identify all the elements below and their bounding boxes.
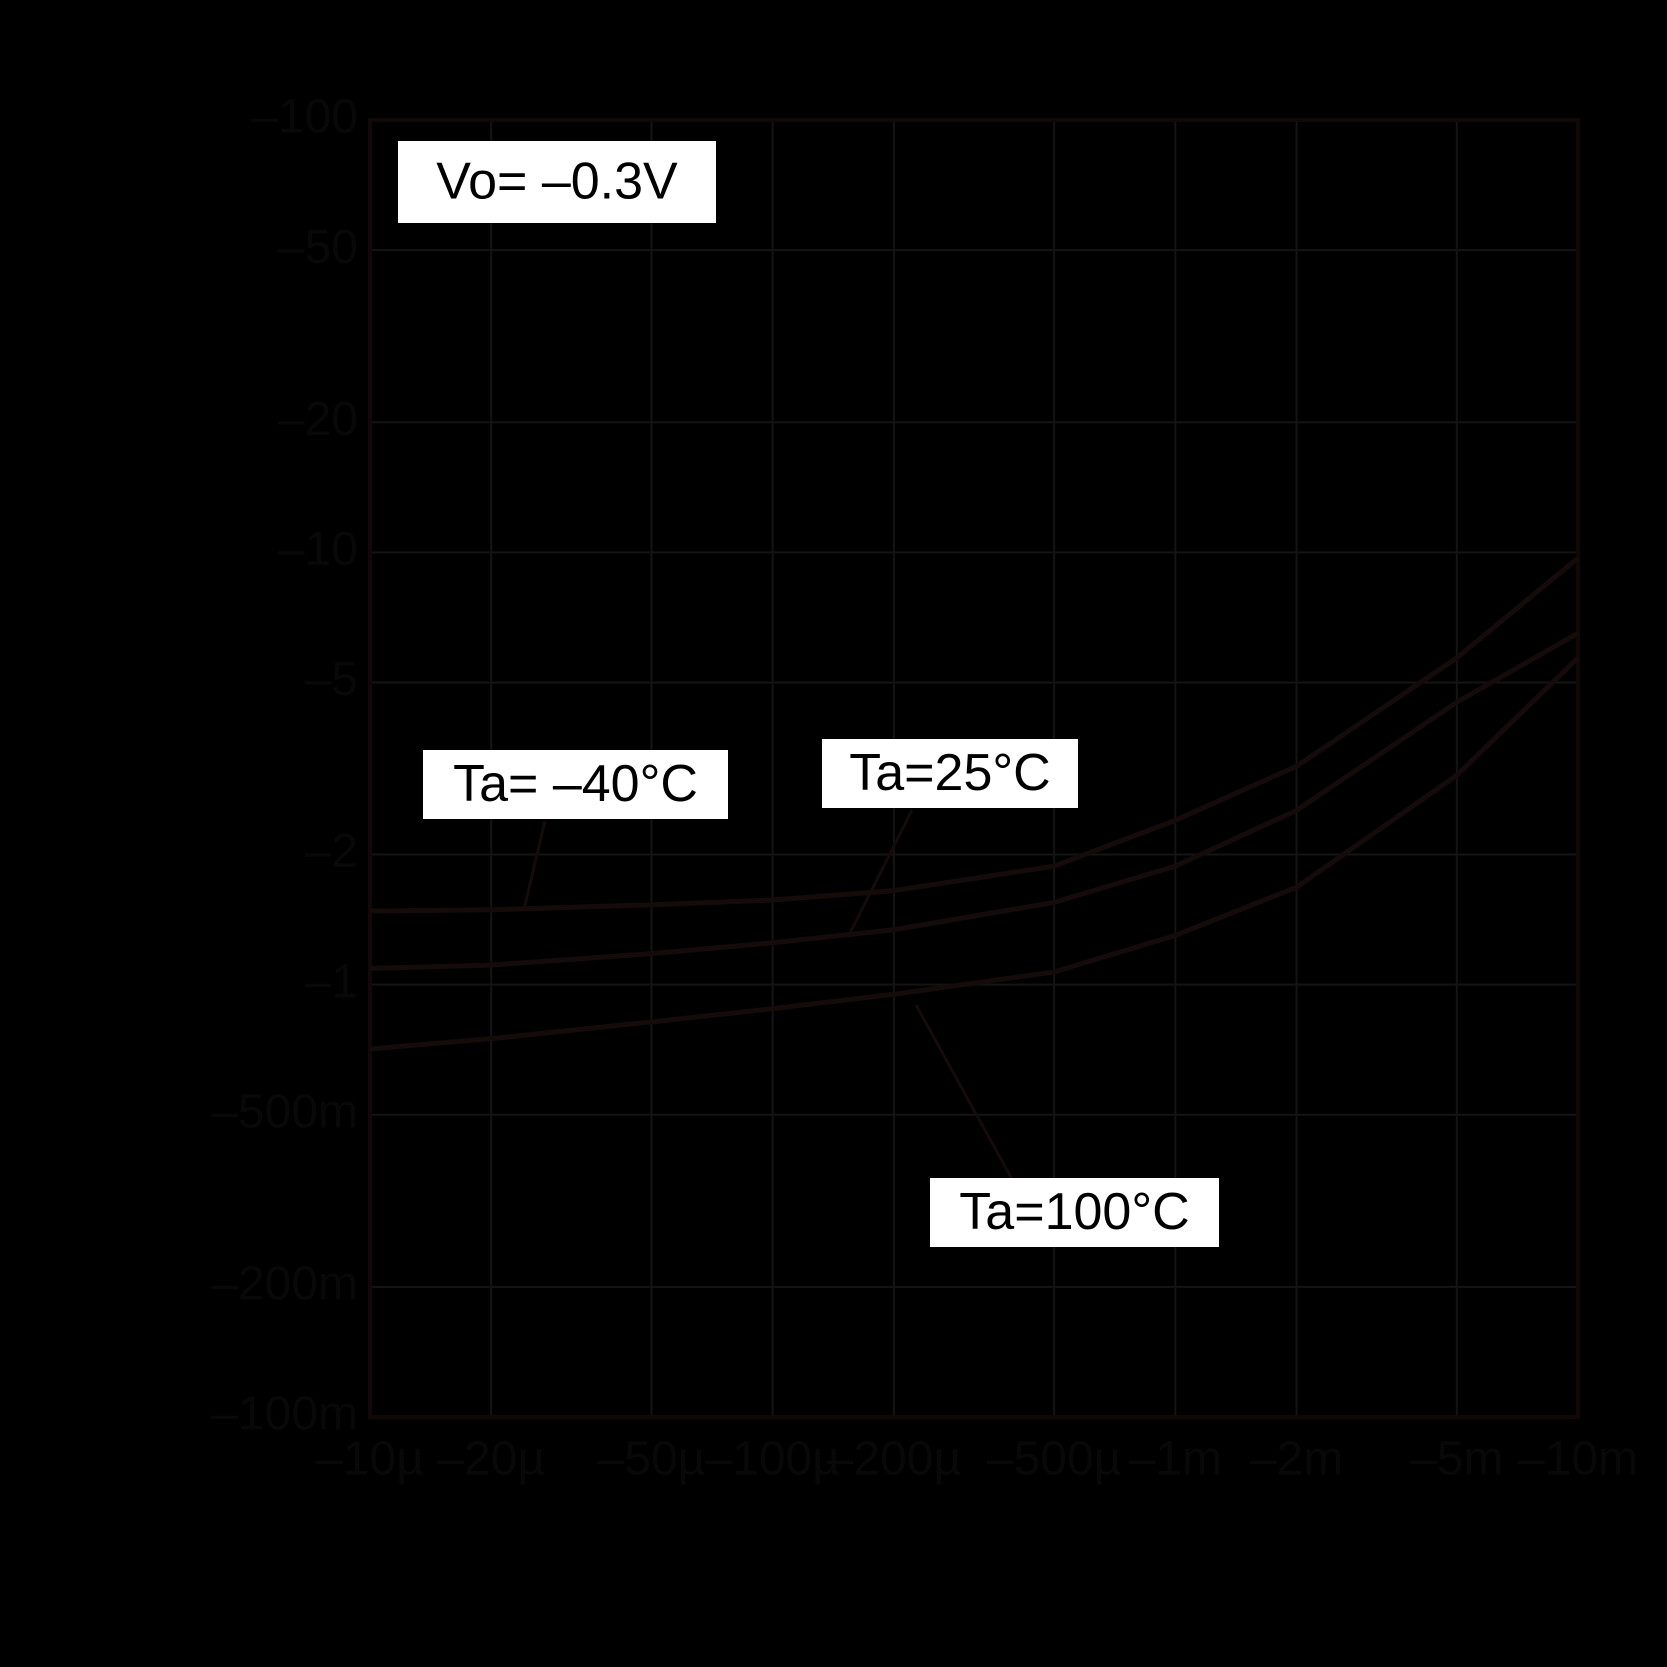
series-line [369,556,1580,914]
series-label-box [822,739,1078,808]
series-label: Ta=100°C [959,1183,1189,1241]
series-label-box [423,750,728,819]
series-line [369,631,1580,971]
y-tick-label: –200m [211,1258,358,1311]
leader-line [522,820,547,910]
x-tick-label: –500µ [987,1433,1121,1486]
x-tick-label: –20µ [437,1433,545,1486]
y-tick-label: –100m [211,1388,358,1441]
series-label-box [930,1178,1219,1247]
y-tick-label: –10 [278,523,358,576]
x-tick-label: –2m [1250,1433,1343,1486]
x-tick-label: –200µ [827,1433,961,1486]
y-tick-label: –2 [305,825,358,878]
y-tick-label: –500m [211,1085,358,1138]
series-label: Ta= –40°C [453,755,698,813]
leader-line [848,809,914,934]
x-tick-label: –1m [1129,1433,1222,1486]
x-tick-label: –100µ [705,1433,839,1486]
x-tick-label: –50µ [598,1433,706,1486]
y-tick-label: –50 [278,221,358,274]
y-tick-label: –1 [305,955,358,1008]
x-tick-label: –5m [1410,1433,1503,1486]
y-tick-label: –100 [251,91,358,144]
annotation: Vo= –0.3V [436,153,678,211]
annotation-box [398,141,716,223]
plot-frame [368,118,1580,1419]
y-tick-label: –20 [278,393,358,446]
y-tick-label: –5 [305,653,358,706]
leader-line [914,1004,1020,1191]
x-tick-label: –10m [1518,1433,1638,1486]
x-tick-label: –10µ [316,1433,424,1486]
series-line [369,656,1580,1052]
series-label: Ta=25°C [849,744,1050,802]
